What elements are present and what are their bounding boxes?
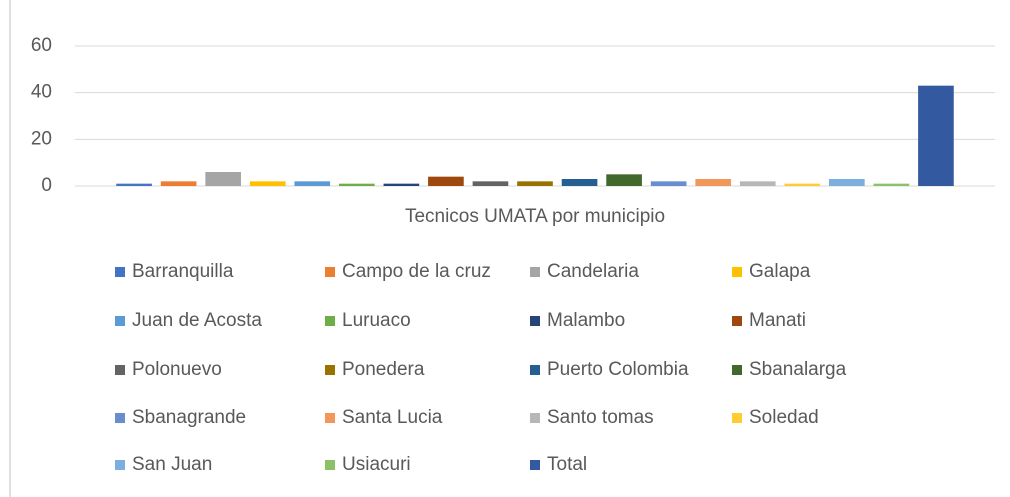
- bar: [160, 181, 197, 186]
- y-tick-label: 60: [31, 35, 52, 56]
- legend-label: Candelaria: [547, 261, 639, 282]
- legend-label: Sbanagrande: [132, 407, 246, 428]
- bar: [695, 179, 732, 186]
- y-tick-label: 20: [31, 128, 52, 149]
- legend-swatch: [115, 460, 125, 470]
- y-tick-label: 40: [31, 82, 52, 103]
- legend-swatch: [115, 267, 125, 277]
- legend-swatch: [530, 365, 540, 375]
- bar: [249, 181, 286, 186]
- legend-label: Luruaco: [342, 310, 411, 331]
- bar: [650, 181, 687, 186]
- legend-swatch: [732, 413, 742, 423]
- bar: [517, 181, 553, 186]
- legend-swatch: [325, 267, 335, 277]
- legend-label: Sbanalarga: [749, 359, 847, 380]
- legend-swatch: [325, 365, 335, 375]
- legend-swatch: [530, 267, 540, 277]
- bar: [116, 183, 152, 186]
- legend-label: Juan de Acosta: [132, 310, 262, 331]
- legend-swatch: [115, 316, 125, 326]
- legend-label: Usiacuri: [342, 454, 411, 475]
- legend-swatch: [530, 316, 540, 326]
- legend-label: Galapa: [749, 261, 811, 282]
- legend-label: Soledad: [749, 407, 819, 428]
- legend-swatch: [530, 460, 540, 470]
- bar: [428, 176, 464, 186]
- x-tick-label: Tecnicos UMATA por municipio: [405, 206, 665, 227]
- bar: [918, 85, 954, 186]
- bar: [829, 179, 865, 186]
- bar: [383, 183, 420, 186]
- y-tick-label: 0: [41, 175, 52, 196]
- legend-swatch: [732, 316, 742, 326]
- bar: [561, 179, 598, 186]
- legend-label: Malambo: [547, 310, 625, 331]
- legend-label: Puerto Colombia: [547, 359, 689, 380]
- legend-label: Total: [547, 454, 587, 475]
- legend-swatch: [732, 365, 742, 375]
- bar: [338, 183, 375, 186]
- legend-swatch: [325, 316, 335, 326]
- bar: [294, 181, 331, 186]
- legend-label: Ponedera: [342, 359, 425, 380]
- legend-label: Manati: [749, 310, 806, 331]
- legend-label: Santa Lucia: [342, 407, 443, 428]
- legend-label: San Juan: [132, 454, 212, 475]
- bar: [784, 183, 821, 186]
- legend-swatch: [115, 413, 125, 423]
- bar: [606, 174, 642, 186]
- legend-swatch: [325, 413, 335, 423]
- legend-label: Polonuevo: [132, 359, 222, 380]
- legend-label: Barranquilla: [132, 261, 234, 282]
- legend-label: Santo tomas: [547, 407, 654, 428]
- legend-swatch: [732, 267, 742, 277]
- bar: [472, 181, 509, 186]
- bar: [739, 181, 776, 186]
- legend-swatch: [325, 460, 335, 470]
- legend-swatch: [115, 365, 125, 375]
- legend-swatch: [530, 413, 540, 423]
- bar: [873, 183, 910, 186]
- legend-label: Campo de la cruz: [342, 261, 491, 282]
- bar: [205, 172, 241, 186]
